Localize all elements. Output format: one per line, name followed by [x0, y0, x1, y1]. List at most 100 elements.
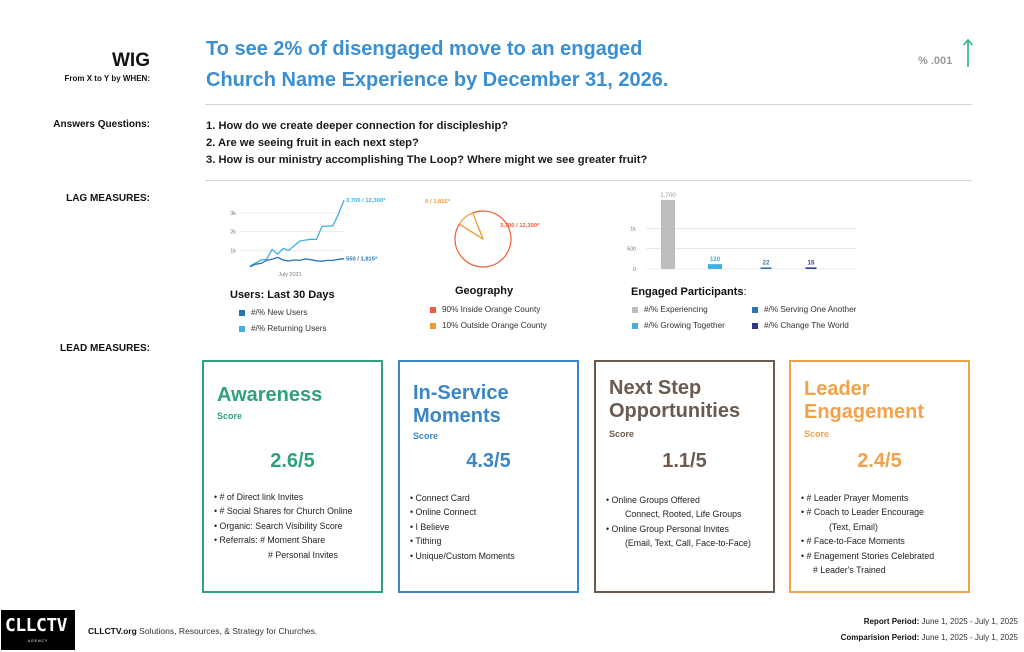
engaged-chart-title: Engaged Participants: [631, 286, 747, 298]
legend-swatch [632, 322, 638, 329]
card-title-line: Awareness [217, 384, 323, 406]
card-score-label: Score [804, 429, 830, 439]
y-tick-label: 500 [627, 247, 636, 253]
legend-swatch [430, 306, 436, 313]
bar-value-label: 15 [808, 259, 815, 266]
legend-item: #/% Serving One Another [752, 305, 856, 314]
card-item: • Tithing [410, 536, 442, 547]
card-item: • # of Direct link Invites [214, 492, 304, 502]
comparison-period: Comparision Period: June 1, 2025 - July … [718, 633, 1018, 642]
card-item: • Organic: Search Visibility Score [214, 520, 343, 531]
card-score: 4.3/5 [466, 450, 511, 472]
report-period: Report Period: June 1, 2025 - July 1, 20… [718, 617, 1018, 626]
divider [205, 104, 972, 105]
bar [805, 267, 817, 269]
wig-label: WIG [112, 50, 150, 71]
legend-item: 10% Outside Orange County [430, 321, 547, 330]
pie-slice-label: 550 / 1,815* [425, 199, 451, 205]
footer-site-link[interactable]: CLLCTV.org [88, 626, 137, 636]
card-title: Awareness [217, 384, 322, 407]
legend-label: #/% New Users [251, 308, 308, 317]
wig-subtitle: From X to Y by WHEN: [64, 74, 151, 83]
legend-swatch [430, 322, 436, 329]
goal-line-2: Church Name Experience by December 31, 2… [206, 69, 669, 91]
engaged-title-suffix: : [743, 286, 747, 298]
geography-pie-chart: 3,700 / 12,300* 550 / 1,815* [425, 199, 540, 268]
bar-value-label: 120 [710, 256, 721, 263]
card-score-label: Score [217, 411, 243, 421]
card-item: • # Social Shares for Church Online [214, 506, 353, 517]
legend-swatch [752, 306, 758, 313]
leader-engagement-card: Leader Engagement Score 2.4/5 • # Leader… [789, 360, 970, 593]
users-chart-title: Users: Last 30 Days [230, 289, 335, 301]
question-item: 3. How is our ministry accomplishing The… [206, 154, 648, 166]
questions-list: 1. How do we create deeper connection fo… [206, 118, 647, 169]
card-item: • Connect Card [410, 493, 470, 503]
legend-label: 10% Outside Orange County [442, 321, 547, 330]
goal-metric: % .001 [918, 55, 953, 67]
legend-label: #/% Experiencing [644, 305, 708, 314]
report-period-value: June 1, 2025 - July 1, 2025 [919, 617, 1018, 626]
comparison-period-label: Comparision Period: [840, 633, 920, 642]
card-title-line: Moments [413, 405, 501, 427]
bar [661, 200, 675, 269]
card-item: Connect, Rooted, Life Groups [625, 509, 742, 520]
card-item-list: • # of Direct link Invites • # Social Sh… [214, 490, 353, 562]
bar [708, 264, 722, 269]
bar-value-label: 22 [763, 259, 770, 266]
card-item: • Online Groups Offered [606, 495, 700, 505]
answers-label: Answers Questions: [53, 119, 150, 130]
card-item: • # Leader Prayer Moments [801, 493, 909, 503]
bar-value-label: 1,700 [660, 192, 676, 199]
pie-slice [458, 212, 484, 240]
card-item: • Referrals: # Moment Share [214, 535, 326, 546]
card-item: • # Coach to Leader Encourage [801, 507, 924, 518]
legend-swatch [632, 306, 638, 313]
engaged-title-text: Engaged Participants [631, 286, 744, 298]
card-title: Leader Engagement [804, 378, 924, 424]
card-item: • # Enagement Stories Celebrated [801, 550, 935, 561]
legend-item: #/% New Users [239, 308, 307, 317]
y-tick-label: 1k [230, 248, 236, 254]
card-title-line: Next Step [609, 377, 702, 399]
card-item: # Personal Invites [268, 549, 338, 560]
x-tick-label: July 2021 [278, 272, 302, 278]
next-step-opportunities-card: Next Step Opportunities Score 1.1/5 • On… [594, 360, 775, 593]
footer-tagline: CLLCTV.org Solutions, Resources, & Strat… [88, 626, 317, 636]
series-line [249, 256, 345, 268]
geography-chart-title: Geography [455, 285, 514, 297]
card-title-line: Opportunities [609, 400, 741, 422]
logo-subtext: AGENCY [27, 639, 49, 643]
goal-statement: To see 2% of disengaged move to an engag… [206, 34, 846, 96]
legend-label: #/% Serving One Another [764, 305, 857, 314]
legend-item: #/% Growing Together [632, 321, 725, 330]
legend-swatch [752, 322, 758, 329]
legend-swatch [239, 309, 245, 316]
series-end-label: 3,700 / 12,300* [346, 198, 386, 204]
card-item: • # Face-to-Face Moments [801, 536, 905, 547]
in-service-moments-card: In-Service Moments Score 4.3/5 • Connect… [398, 360, 579, 593]
y-tick-label: 2k [230, 230, 236, 236]
legend-item: #/% Change The World [752, 321, 849, 330]
goal-line-1: To see 2% of disengaged move to an engag… [206, 38, 643, 60]
legend-item: #/% Experiencing [632, 305, 708, 314]
cllctv-logo[interactable]: CLLCTV AGENCY [1, 610, 75, 650]
y-tick-label: 1k [630, 226, 636, 232]
series-end-label: 550 / 1,815* [346, 257, 378, 263]
card-item: • Online Connect [410, 507, 477, 518]
card-item-list: • # Leader Prayer Moments • # Coach to L… [801, 491, 934, 577]
legend-label: 90% Inside Orange County [442, 305, 541, 314]
card-score: 2.4/5 [857, 450, 902, 472]
series-line [249, 199, 345, 267]
card-score-label: Score [413, 431, 439, 441]
legend-item: #/% Returning Users [239, 324, 327, 333]
comparison-period-value: June 1, 2025 - July 1, 2025 [919, 633, 1018, 642]
card-score: 2.6/5 [270, 450, 315, 472]
awareness-card: Awareness Score 2.6/5 • # of Direct link… [202, 360, 383, 593]
legend-label: #/% Returning Users [251, 324, 327, 333]
y-tick-label: 3k [230, 211, 236, 217]
lead-measures-label: LEAD MEASURES: [59, 343, 150, 354]
y-tick-label: 0 [633, 267, 636, 273]
legend-label: #/% Change The World [764, 321, 849, 330]
legend-label: #/% Growing Together [644, 321, 725, 330]
